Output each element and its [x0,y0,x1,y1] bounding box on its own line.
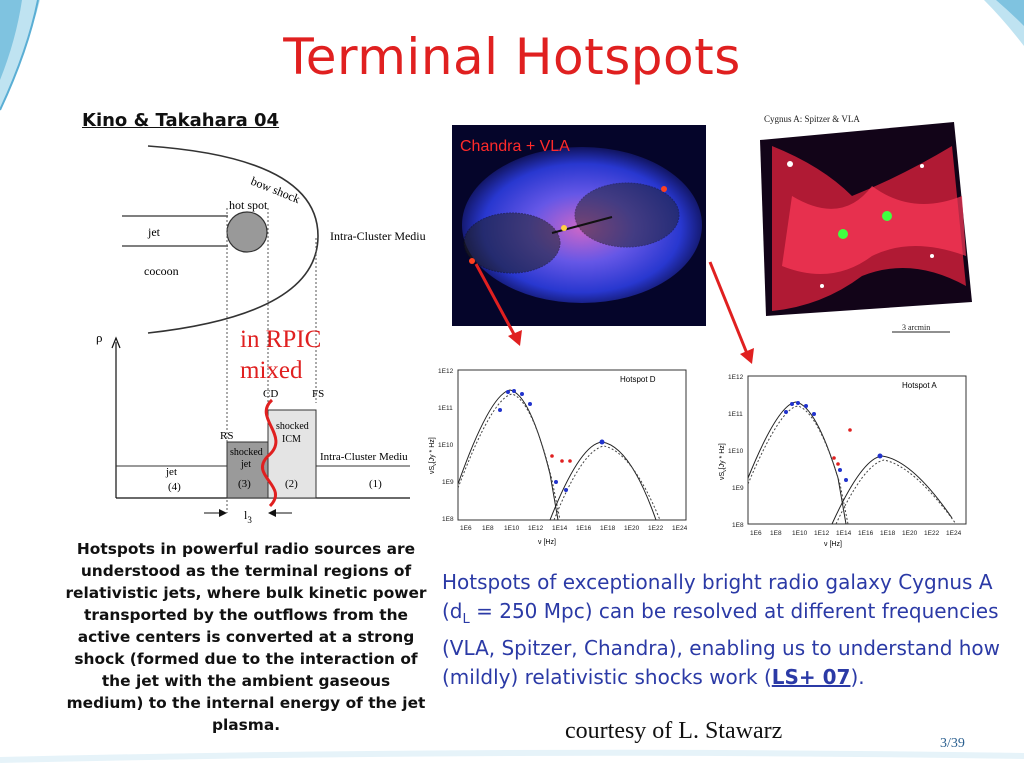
x-tick: 1E12 [814,530,830,537]
region-1-label: (1) [369,478,382,490]
y-tick: 1E11 [728,411,743,418]
y-tick: 1E12 [438,368,454,375]
rpic-line-1: in RPIC [240,326,322,353]
icm-label-right: Intra-Cluster Mediu [320,451,408,463]
x-tick: 1E10 [792,530,808,537]
x-tick: 1E18 [880,530,896,537]
x-tick: 1E8 [482,525,494,532]
jet-region-label: jet [165,466,177,478]
x-tick: 1E20 [624,525,640,532]
y-tick: 1E9 [732,485,744,492]
y-tick: 1E10 [438,442,454,449]
corner-decoration-top-left [0,0,40,111]
y-axis-label: νSν[Jy * Hz] [719,443,728,480]
mixing-wave [260,398,278,508]
right-caption: Hotspots of exceptionally bright radio g… [442,568,1002,691]
plot-title: Hotspot D [620,375,656,384]
bottom-decoration [0,738,1024,768]
shocked-jet-label-1: shocked [230,447,263,458]
spitzer-scale: 3 arcmin [902,323,930,332]
x-tick: 1E10 [504,525,520,532]
rs-label: RS [220,430,233,442]
arrows-overlay [474,261,754,364]
ls07-reference-link[interactable]: LS+ 07 [771,664,851,689]
x-tick: 1E14 [836,530,852,537]
shocked-icm-label-1: shocked [276,421,309,432]
right-caption-text-1: Hotspots of exceptionally bright radio g… [442,570,993,623]
y-tick: 1E11 [438,405,453,412]
x-axis-label: ν [Hz] [538,539,556,546]
x-tick: 1E12 [528,525,544,532]
x-tick: 1E22 [648,525,664,532]
spitzer-vla-image: Cygnus A: Spitzer & VLA 3 arcmin [732,106,976,338]
icm-label-top: Intra-Cluster Mediu [330,229,426,243]
slide-title: Terminal Hotspots [283,28,741,86]
hot-spot-label: hot spot [229,198,268,212]
reference-label: Kino & Takahara 04 [82,110,280,131]
shocked-icm-label-2: ICM [282,434,301,445]
x-axis-label: ν [Hz] [824,541,842,548]
x-tick: 1E22 [924,530,940,537]
sed-plot-hotspot-a: 1E12 1E11 1E10 1E9 1E8 1E6 1E8 1E10 1E12… [712,368,972,548]
x-tick: 1E16 [858,530,874,537]
jet-label: jet [147,225,161,239]
rho-label: ρ [96,330,103,345]
arrow-to-hotspot-a [708,261,750,357]
x-tick: 1E18 [600,525,616,532]
x-tick: 1E6 [750,530,762,537]
rpic-line-2: mixed [240,357,303,384]
region-4-label: (4) [168,481,181,493]
region-2-label: (2) [285,478,298,490]
y-tick: 1E8 [732,522,744,529]
shocked-jet-region [226,441,269,499]
y-tick: 1E9 [442,479,454,486]
hot-spot-circle [226,211,268,253]
x-tick: 1E6 [460,525,472,532]
l3-label: l3 [244,508,252,525]
right-caption-subscript: L [462,611,470,627]
cocoon-label: cocoon [144,264,179,278]
chandra-vla-image: Chandra + VLA [452,125,706,326]
x-tick: 1E14 [552,525,568,532]
hotspot-schematic: bow shock hot spot jet cocoon Intra-Clus… [96,145,426,525]
shocked-icm-region [267,409,317,499]
y-tick: 1E8 [442,516,454,523]
spitzer-title: Cygnus A: Spitzer & VLA [764,114,860,124]
arrow-to-hotspot-d [474,263,518,339]
left-caption: Hotspots in powerful radio sources are u… [65,540,427,734]
fs-label: FS [312,388,324,400]
x-tick: 1E16 [576,525,592,532]
plot-title: Hotspot A [902,381,937,390]
corner-decoration-top-right [984,0,1024,46]
right-caption-text-3: ). [850,664,865,689]
courtesy-note: courtesy of L. Stawarz [565,718,783,744]
x-tick: 1E20 [902,530,918,537]
cd-label: CD [263,388,278,400]
y-tick: 1E12 [728,374,744,381]
page-number: 3/39 [940,736,965,751]
rpic-annotation: in RPIC mixed [240,324,321,386]
sed-plot-hotspot-d: 1E12 1E11 1E10 1E9 1E8 1E6 1E8 1E10 1E12… [420,364,692,550]
y-tick: 1E10 [728,448,744,455]
region-3-label: (3) [238,478,251,490]
x-tick: 1E24 [672,525,688,532]
right-caption-text-2: = 250 Mpc) can be resolved at different … [442,598,1001,689]
shocked-jet-label-2: jet [240,459,251,470]
bow-shock-curve [147,145,319,334]
chandra-label: Chandra + VLA [460,138,570,155]
x-tick: 1E24 [946,530,962,537]
y-axis-label: νSν[Jy * Hz] [429,437,438,474]
x-tick: 1E8 [770,530,782,537]
